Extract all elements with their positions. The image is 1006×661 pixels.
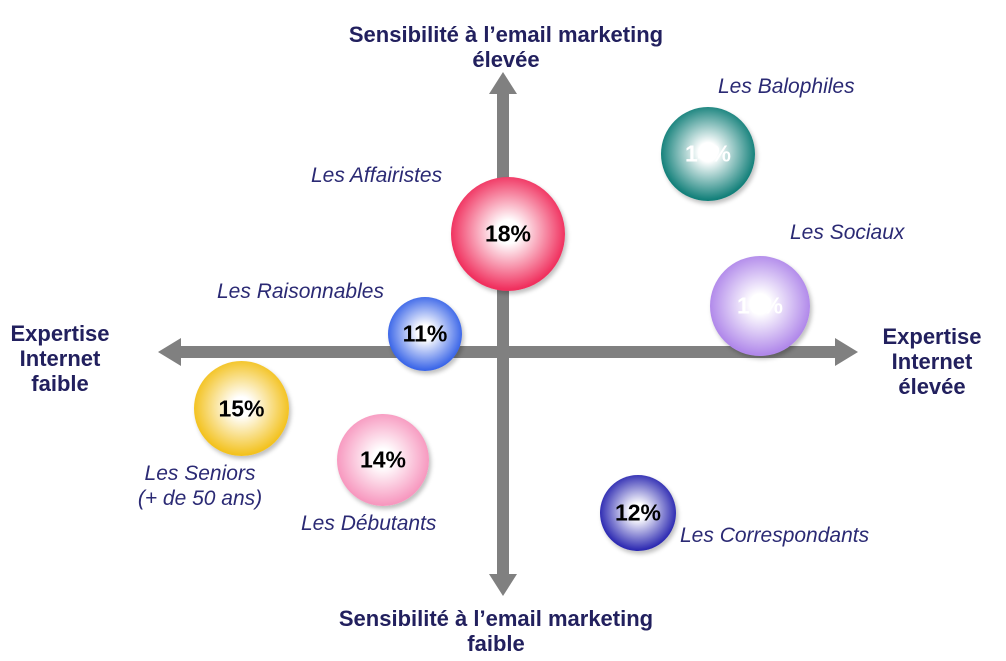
axis-arrow-left [158, 338, 181, 366]
bubble-debutants-percent: 14% [359, 446, 407, 473]
bubble-affairistes-percent: 18% [484, 220, 532, 247]
bubble-balophiles: 14% [661, 107, 755, 201]
segment-name-correspondants: Les Correspondants [680, 524, 870, 547]
segment-name-balophiles: Les Balophiles [718, 75, 855, 98]
axis-arrow-up [489, 72, 517, 94]
axis-label-bottom: Sensibilité à l’email marketing faible [286, 606, 706, 656]
axis-label-right-line-2: Internet [891, 349, 973, 374]
segment-name-affairistes: Les Affairistes [311, 164, 443, 187]
bubble-balophiles-percent: 14% [684, 140, 732, 167]
axis-label-bottom-line-2: faible [467, 631, 525, 656]
axis-label-right-line-3: élevée [898, 374, 966, 399]
bubble-affairistes: 18% [451, 177, 565, 291]
axis-label-top-line-1: Sensibilité à l’email marketing [348, 22, 664, 47]
axis-label-left-line-2: Internet [19, 346, 101, 371]
bubble-seniors: 15% [194, 361, 289, 456]
axis-label-top-line-2: élevée [472, 47, 540, 72]
axis-arrow-right [835, 338, 858, 366]
bubble-raisonnables: 11% [388, 297, 462, 371]
axis-label-right-line-1: Expertise [882, 324, 982, 349]
segment-name-seniors-line-2: (+ de 50 ans) [137, 487, 263, 510]
axis-arrow-down [489, 574, 517, 596]
bubble-sociaux-percent: 16% [736, 292, 784, 319]
bubble-seniors-percent: 15% [218, 395, 265, 421]
segment-name-sociaux: Les Sociaux [790, 221, 905, 244]
axis-label-bottom-line-1: Sensibilité à l’email marketing [338, 606, 654, 631]
horizontal-axis-line [178, 346, 838, 358]
segment-name-debutants: Les Débutants [301, 512, 437, 535]
vertical-axis-line [497, 92, 509, 582]
bubble-debutants: 14% [337, 414, 429, 506]
segment-name-seniors-line-1: Les Seniors [144, 462, 256, 485]
bubble-sociaux: 16% [710, 256, 810, 356]
axis-label-left-line-1: Expertise [10, 321, 110, 346]
axis-label-top: Sensibilité à l’email marketing élevée [296, 22, 716, 72]
axis-label-left: Expertise Internet faible [0, 321, 120, 396]
segment-name-raisonnables: Les Raisonnables [217, 280, 384, 303]
bubble-correspondants: 12% [600, 475, 676, 551]
axis-label-right: Expertise Internet élevée [868, 324, 996, 399]
segment-name-seniors: Les Seniors (+ de 50 ans) [110, 461, 290, 511]
bubble-raisonnables-percent: 11% [402, 320, 448, 347]
bubble-correspondants-percent: 12% [614, 499, 662, 526]
axis-label-left-line-3: faible [31, 371, 89, 396]
